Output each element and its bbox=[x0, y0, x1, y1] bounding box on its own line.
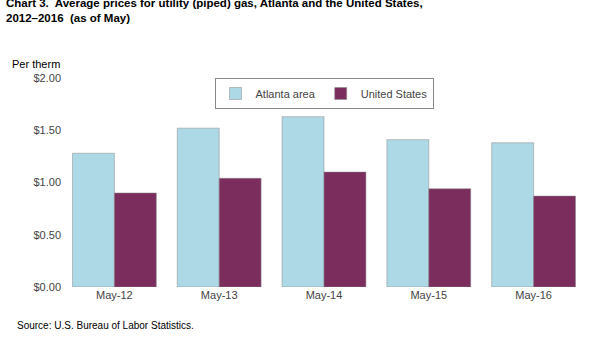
svg-text:$0.00: $0.00 bbox=[33, 281, 61, 293]
svg-text:May-15: May-15 bbox=[410, 289, 447, 301]
svg-text:$1.00: $1.00 bbox=[33, 176, 61, 188]
svg-text:$2.00: $2.00 bbox=[33, 72, 61, 84]
svg-text:United States: United States bbox=[361, 88, 428, 100]
svg-text:$1.50: $1.50 bbox=[33, 124, 61, 136]
svg-text:May-12: May-12 bbox=[96, 289, 133, 301]
svg-text:May-14: May-14 bbox=[306, 289, 343, 301]
svg-text:$0.50: $0.50 bbox=[33, 229, 61, 241]
svg-text:Source: U.S. Bureau of Labor S: Source: U.S. Bureau of Labor Statistics. bbox=[17, 320, 194, 331]
svg-text:Atlanta area: Atlanta area bbox=[256, 88, 316, 100]
svg-text:Per therm: Per therm bbox=[12, 58, 60, 70]
svg-text:May-13: May-13 bbox=[201, 289, 238, 301]
svg-text:Chart 3. Average prices for u: Chart 3. Average prices for utility (pip… bbox=[6, 0, 423, 24]
svg-text:May-16: May-16 bbox=[515, 289, 552, 301]
